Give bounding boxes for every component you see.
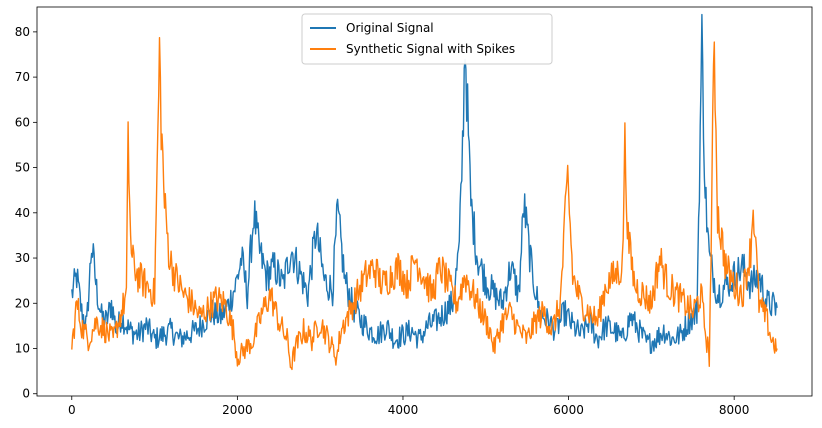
axes-frame (36, 6, 813, 397)
y-tick-label: 0 (22, 387, 30, 401)
y-tick-label: 10 (15, 342, 30, 356)
series-line-synthetic-signal (71, 37, 778, 371)
x-tick-label: 2000 (222, 403, 253, 417)
y-tick-label: 20 (15, 296, 30, 310)
x-tick-label: 0 (68, 403, 76, 417)
y-tick-label: 70 (15, 70, 30, 84)
y-tick-label: 80 (15, 25, 30, 39)
y-tick-label: 50 (15, 161, 30, 175)
y-axis: 0 10 20 30 40 50 60 70 80 (15, 25, 37, 401)
y-tick-label: 40 (15, 206, 30, 220)
x-tick-label: 6000 (553, 403, 584, 417)
legend: Original Signal Synthetic Signal with Sp… (301, 13, 553, 65)
series-line-original-signal (71, 13, 778, 354)
y-tick-label: 60 (15, 115, 30, 129)
plot-area (37, 7, 812, 396)
series-layer (71, 13, 778, 371)
x-axis: 0 2000 4000 6000 8000 (68, 396, 749, 417)
x-tick-label: 4000 (388, 403, 419, 417)
x-tick-label: 8000 (719, 403, 750, 417)
legend-label-synthetic-signal: Synthetic Signal with Spikes (346, 42, 515, 56)
legend-label-original-signal: Original Signal (346, 21, 434, 35)
y-tick-label: 30 (15, 251, 30, 265)
legend-box (301, 13, 553, 65)
